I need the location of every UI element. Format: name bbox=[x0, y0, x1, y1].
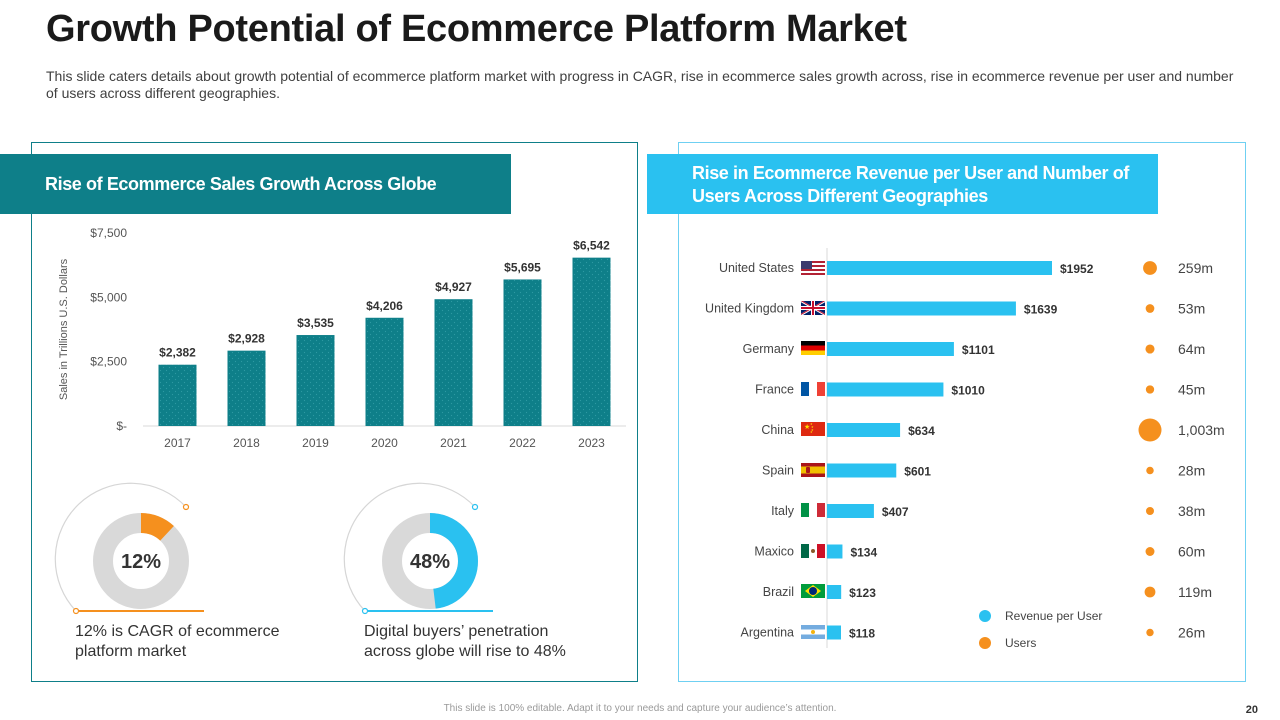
bar-2020 bbox=[365, 317, 404, 426]
page-subtitle: This slide caters details about growth p… bbox=[46, 68, 1234, 101]
flag-usa bbox=[801, 261, 825, 275]
bar-2021 bbox=[434, 299, 473, 426]
x-tick-label: 2020 bbox=[371, 436, 398, 450]
bar-data-label: $3,535 bbox=[297, 316, 334, 330]
y-tick-label: $7,500 bbox=[90, 226, 127, 240]
right-panel bbox=[678, 142, 1246, 682]
kpi-caption-penetration: Digital buyers’ penetration across globe… bbox=[364, 623, 566, 660]
x-tick-label: 2019 bbox=[302, 436, 329, 450]
flag-germany bbox=[801, 341, 825, 355]
x-tick-label: 2018 bbox=[233, 436, 260, 450]
flag-france bbox=[801, 382, 825, 396]
y-tick-label: $5,000 bbox=[90, 290, 127, 304]
bar-2023 bbox=[572, 257, 611, 426]
x-tick-label: 2021 bbox=[440, 436, 467, 450]
x-tick-label: 2022 bbox=[509, 436, 536, 450]
bar-data-label: $2,928 bbox=[228, 332, 265, 346]
flag-mexico bbox=[801, 544, 825, 558]
bar-data-label: $2,382 bbox=[159, 346, 196, 360]
x-tick-label: 2017 bbox=[164, 436, 191, 450]
flag-china: ★ ★ ★ ★ ★ bbox=[801, 422, 825, 436]
kpi-caption-cagr: 12% is CAGR of ecommerce platform market bbox=[75, 623, 280, 660]
y-axis-label: Sales in Trillions U.S. Dollars bbox=[58, 258, 70, 400]
bar-data-label: $4,927 bbox=[435, 280, 472, 294]
bar-2019 bbox=[296, 335, 335, 426]
flag-argentina bbox=[801, 625, 825, 639]
footer-note: This slide is 100% editable. Adapt it to… bbox=[443, 703, 837, 714]
y-tick-label: $2,500 bbox=[90, 355, 127, 369]
bar-data-label: $5,695 bbox=[504, 260, 541, 274]
bar-2018 bbox=[227, 350, 266, 426]
bar-2022 bbox=[503, 279, 542, 426]
left-panel-banner: Rise of Ecommerce Sales Growth Across Gl… bbox=[0, 154, 511, 214]
left-panel bbox=[31, 142, 638, 682]
bar-data-label: $4,206 bbox=[366, 299, 403, 313]
x-tick-label: 2023 bbox=[578, 436, 605, 450]
y-tick-label: $- bbox=[116, 419, 127, 433]
page-number: 20 bbox=[1245, 704, 1258, 716]
flag-spain bbox=[801, 463, 825, 477]
bar-data-label: $6,542 bbox=[573, 239, 610, 253]
flag-italy bbox=[801, 503, 825, 517]
bar-2017 bbox=[158, 364, 197, 426]
flag-uk bbox=[801, 301, 825, 315]
page-title: Growth Potential of Ecommerce Platform M… bbox=[46, 8, 907, 50]
flag-brazil bbox=[801, 584, 825, 598]
right-panel-banner: Rise in Ecommerce Revenue per User and N… bbox=[647, 154, 1158, 214]
